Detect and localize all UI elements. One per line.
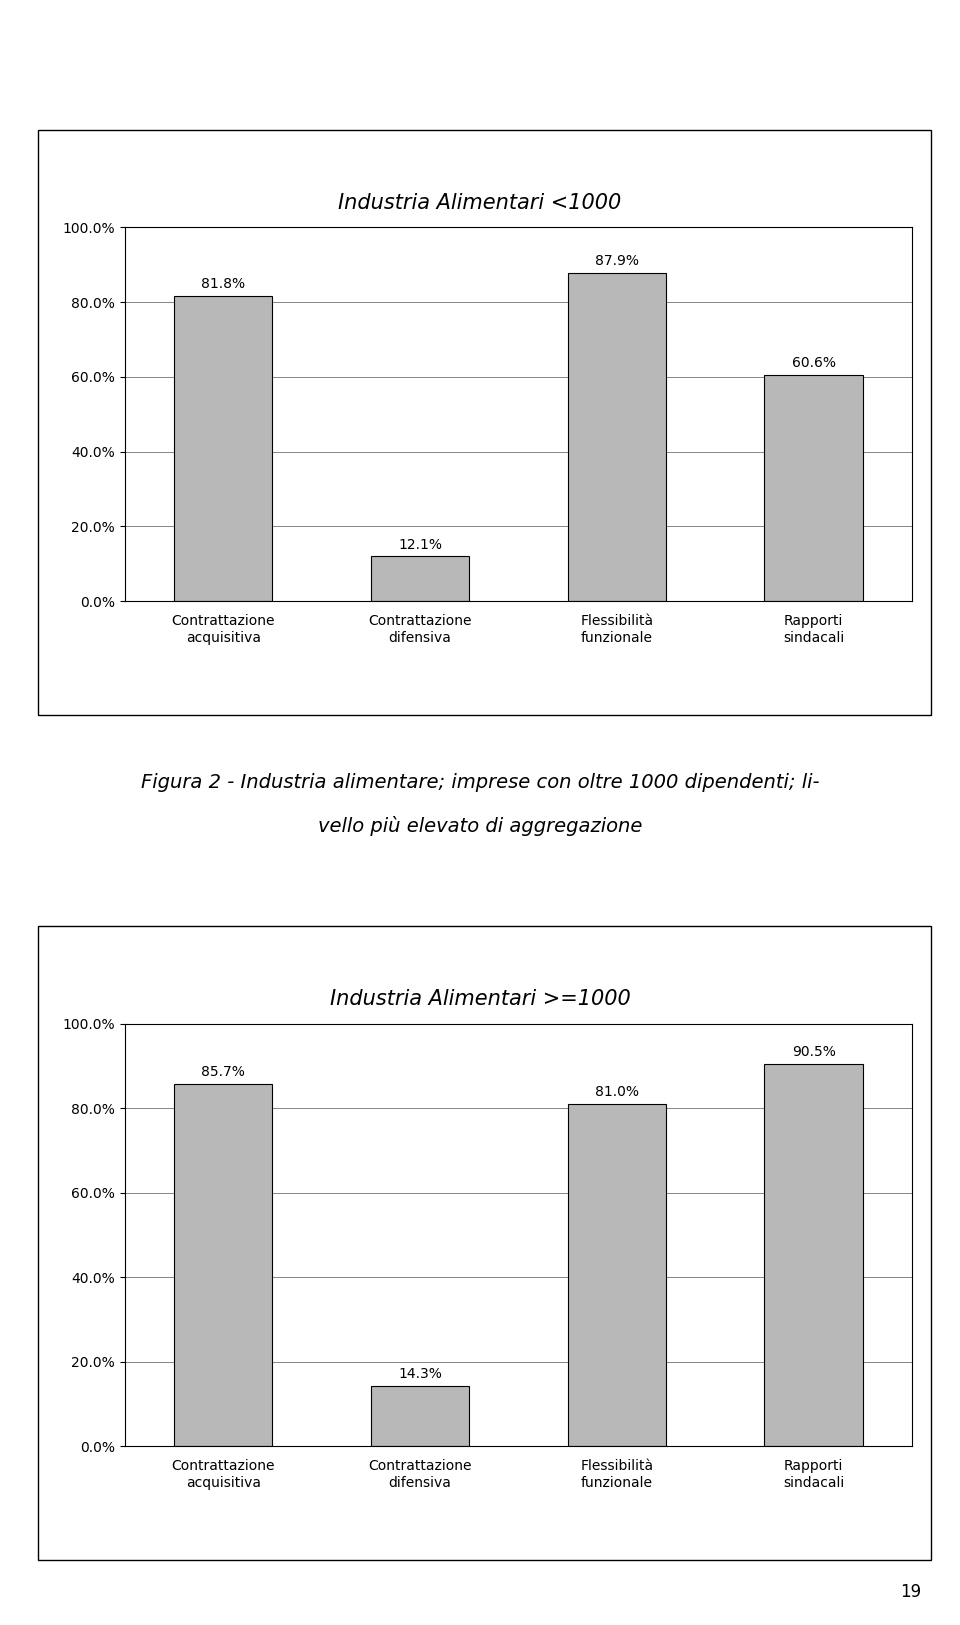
Bar	[174, 296, 273, 601]
Text: 14.3%: 14.3%	[398, 1367, 442, 1381]
Text: 81.8%: 81.8%	[202, 276, 245, 291]
Bar	[764, 1064, 863, 1446]
Bar	[567, 273, 666, 601]
Bar	[371, 556, 469, 601]
Text: 19: 19	[900, 1583, 922, 1601]
Text: 12.1%: 12.1%	[398, 538, 442, 551]
Bar	[764, 375, 863, 601]
Bar	[174, 1084, 273, 1446]
Text: Figura 2 - Industria alimentare; imprese con oltre 1000 dipendenti; li-: Figura 2 - Industria alimentare; imprese…	[141, 774, 819, 791]
Text: 87.9%: 87.9%	[595, 254, 638, 268]
Bar	[371, 1386, 469, 1446]
Text: 60.6%: 60.6%	[792, 356, 835, 370]
Text: 81.0%: 81.0%	[595, 1086, 638, 1098]
Text: Industria Alimentari <1000: Industria Alimentari <1000	[338, 193, 622, 213]
Text: 85.7%: 85.7%	[202, 1064, 245, 1079]
Bar	[567, 1103, 666, 1446]
Text: 90.5%: 90.5%	[792, 1045, 835, 1060]
Text: Industria Alimentari >=1000: Industria Alimentari >=1000	[329, 990, 631, 1009]
Text: vello più elevato di aggregazione: vello più elevato di aggregazione	[318, 816, 642, 837]
